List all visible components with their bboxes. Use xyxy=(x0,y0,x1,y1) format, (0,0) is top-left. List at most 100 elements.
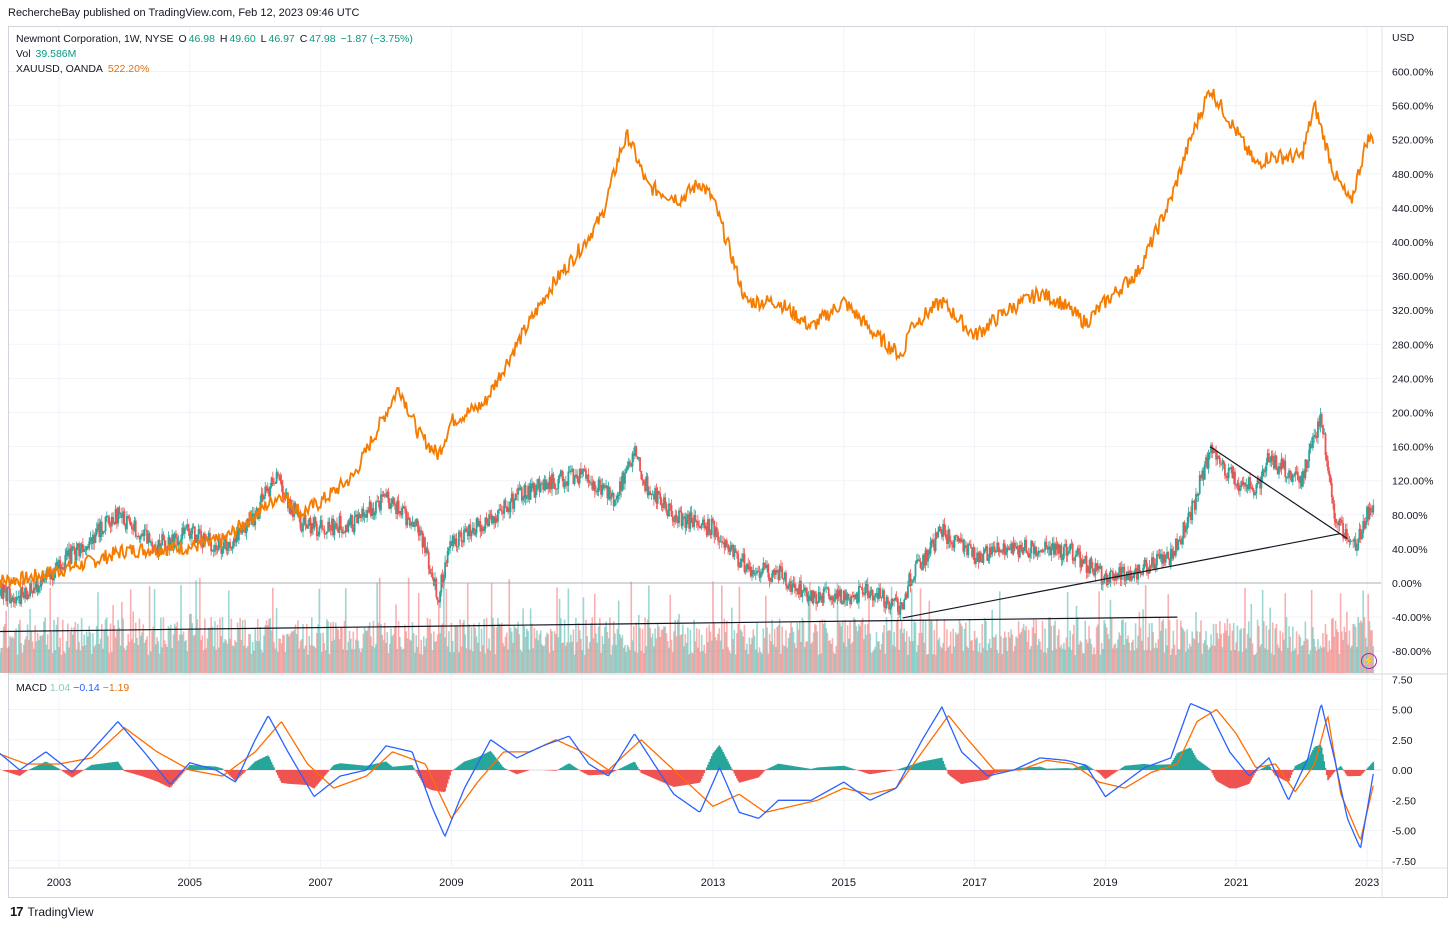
candle-body xyxy=(1308,449,1311,462)
volume-bar xyxy=(196,619,199,673)
macd-hist-bar xyxy=(1234,770,1236,789)
candle-body xyxy=(1151,557,1153,568)
candle-body xyxy=(1144,559,1147,564)
macd-hist-bar xyxy=(229,770,231,776)
macd-hist-bar xyxy=(743,770,746,782)
macd-label[interactable]: MACD xyxy=(16,682,47,694)
volume-bar xyxy=(1288,626,1290,673)
candle-body xyxy=(232,538,235,547)
macd-hist-bar xyxy=(1222,770,1225,785)
volume-bar xyxy=(133,643,136,673)
candle-body xyxy=(245,524,248,534)
candle-body xyxy=(569,470,572,472)
volume-bar xyxy=(431,650,434,673)
candle-body xyxy=(1201,470,1204,479)
macd-hist-bar xyxy=(567,763,570,770)
legend-vol-label[interactable]: Vol xyxy=(16,48,31,60)
candle-body xyxy=(1353,539,1356,542)
macd-hist-bar xyxy=(136,770,138,775)
volume-bar xyxy=(197,629,200,673)
volume-bar xyxy=(1313,638,1315,673)
macd-hist-bar xyxy=(1203,764,1206,770)
macd-hist-bar xyxy=(1226,770,1229,788)
volume-bar xyxy=(1264,648,1266,673)
macd-hist-bar xyxy=(445,770,448,788)
legend-c-label: C xyxy=(299,33,308,45)
macd-hist-bar xyxy=(121,767,123,770)
macd-hist-bar xyxy=(1351,770,1353,777)
candle-body xyxy=(1301,471,1304,487)
candle-body xyxy=(6,586,9,602)
volume-bar xyxy=(747,654,750,673)
volume-bar xyxy=(775,647,777,673)
macd-hist-bar xyxy=(727,761,729,770)
candle-body xyxy=(729,546,732,552)
macd-hist-bar xyxy=(269,759,272,770)
macd-hist-bar xyxy=(721,749,723,770)
flash-icon[interactable]: ⚡ xyxy=(1361,653,1377,669)
candle-body xyxy=(1088,566,1090,574)
candle-body xyxy=(84,549,87,551)
volume-bar xyxy=(963,628,966,673)
candle-body xyxy=(388,503,391,509)
candle-body xyxy=(1351,540,1353,542)
footer-brand[interactable]: 17 TradingView xyxy=(10,904,94,919)
volume-bar xyxy=(342,649,345,673)
legend-symbol[interactable]: Newmont Corporation, 1W, NYSE xyxy=(16,33,174,45)
macd-hist-bar xyxy=(421,770,424,783)
volume-bar xyxy=(943,619,946,673)
macd-hist-bar xyxy=(928,760,931,770)
macd-hist-bar xyxy=(128,770,131,773)
candle-body xyxy=(12,597,15,603)
candle-body xyxy=(196,534,199,543)
volume-bar xyxy=(884,653,887,673)
candle-body xyxy=(581,471,584,475)
candle-body xyxy=(367,510,370,512)
volume-bar xyxy=(712,581,714,673)
volume-bar xyxy=(470,627,473,673)
volume-bar xyxy=(1078,644,1080,673)
volume-bar xyxy=(829,640,831,673)
macd-hist-bar xyxy=(563,765,566,770)
macd-hist-bar xyxy=(692,770,694,784)
macd-hist-bar xyxy=(1242,770,1245,786)
macd-hist-bar xyxy=(150,770,152,780)
candle-body xyxy=(773,570,776,575)
macd-hist-bar xyxy=(514,770,517,774)
volume-bar xyxy=(630,581,633,673)
volume-bar xyxy=(649,627,651,673)
macd-hist-bar xyxy=(254,761,256,770)
volume-bar xyxy=(1139,627,1142,673)
volume-bar xyxy=(915,652,918,673)
volume-bar xyxy=(88,625,90,673)
macd-hist-bar xyxy=(1025,767,1027,770)
macd-hist-bar xyxy=(1305,760,1308,770)
volume-bar xyxy=(215,649,218,673)
macd-hist-bar xyxy=(952,770,955,779)
volume-bar xyxy=(804,647,806,673)
legend-compare-label[interactable]: XAUUSD, OANDA xyxy=(16,63,103,75)
candle-body xyxy=(314,517,317,525)
volume-bar xyxy=(939,646,942,673)
candle-body xyxy=(974,560,977,564)
candle-body xyxy=(865,583,868,587)
volume-bar xyxy=(124,650,127,673)
volume-bar xyxy=(138,618,141,673)
candle-body xyxy=(880,596,883,598)
candle-body xyxy=(756,570,758,574)
volume-bar xyxy=(753,635,756,673)
volume-bar xyxy=(590,623,592,673)
volume-bar xyxy=(881,632,884,673)
volume-bar xyxy=(469,649,472,673)
volume-bar xyxy=(1281,632,1284,673)
candle-body xyxy=(1240,481,1243,488)
volume-bar xyxy=(1168,620,1171,673)
macd-hist-bar xyxy=(290,770,293,785)
macd-hist-bar xyxy=(85,768,88,770)
volume-bar xyxy=(1115,648,1118,673)
macd-hist-bar xyxy=(1198,761,1201,770)
volume-bar xyxy=(294,624,297,673)
macd-hist-bar xyxy=(1300,762,1303,770)
macd-hist-bar xyxy=(1002,770,1005,772)
